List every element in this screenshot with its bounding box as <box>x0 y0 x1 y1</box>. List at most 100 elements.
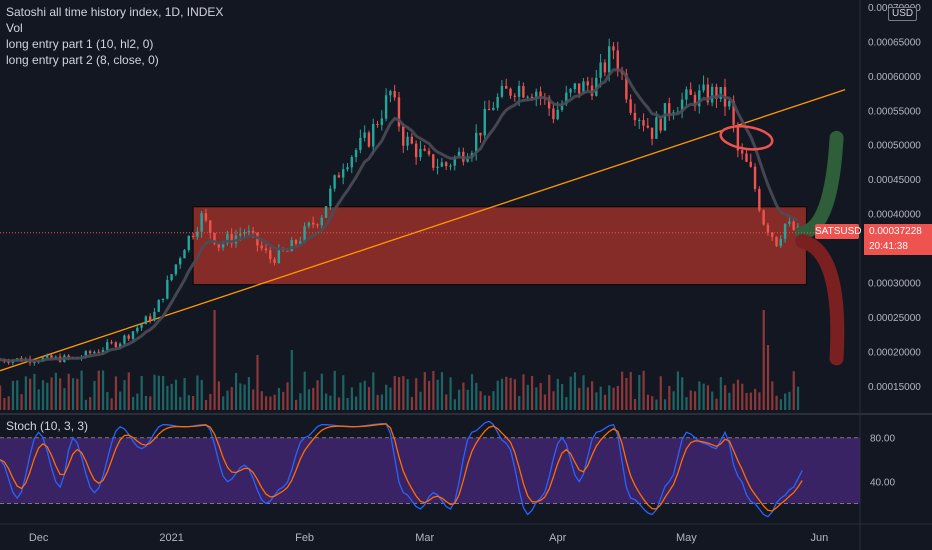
price-axis: 0.00015000 0.00020000 0.00025000 0.00030000… <box>868 3 921 393</box>
candle-body <box>483 108 486 136</box>
volume-bar <box>728 392 731 410</box>
candle-body <box>715 86 718 99</box>
volume-bar <box>642 370 645 410</box>
candle-body <box>45 355 49 358</box>
volume-bar <box>715 398 718 410</box>
volume-bar <box>410 397 414 410</box>
volume-bar <box>41 380 45 410</box>
volume-bar <box>166 385 169 410</box>
candle-body <box>307 222 311 227</box>
stoch-k-line <box>0 420 803 518</box>
candle-body <box>680 99 684 112</box>
candle-body <box>633 112 637 121</box>
volume-bar <box>685 397 688 410</box>
candle-body <box>436 166 439 168</box>
candle-body <box>771 232 774 237</box>
candle-body <box>500 85 504 97</box>
candle-body <box>123 335 126 344</box>
candle-body <box>354 150 358 158</box>
volume-bar <box>655 399 658 410</box>
volume-bar <box>385 384 388 410</box>
candle-body <box>419 148 422 158</box>
symbol-tag: SATSUSD <box>815 224 862 239</box>
candle-body <box>251 231 255 233</box>
volume-bar <box>54 372 57 410</box>
volume-bar <box>796 386 800 410</box>
candle-body <box>577 83 581 94</box>
volume-bar <box>526 384 529 410</box>
currency-badge[interactable]: USD <box>888 7 918 21</box>
support-zone <box>192 206 808 286</box>
candle-body <box>517 86 521 97</box>
candle-body <box>226 233 229 244</box>
volume-bar <box>149 396 152 410</box>
volume-bar <box>608 385 611 410</box>
volume-bar <box>140 376 143 410</box>
candle-body <box>359 137 362 151</box>
volume-bar <box>264 396 268 410</box>
candle-body <box>204 213 208 221</box>
candle-body <box>745 153 748 162</box>
volume-bar <box>548 374 551 410</box>
volume-bar <box>582 375 585 410</box>
candle-body <box>547 97 551 109</box>
chart-title: Satoshi all time history index, 1D, INDE… <box>6 5 224 19</box>
candle-body <box>788 221 791 224</box>
volume-bar <box>475 382 478 410</box>
candle-body <box>607 46 611 73</box>
volume-bar <box>569 376 572 410</box>
legend-volume: Vol <box>6 21 23 35</box>
last-price-value: 0.00037228 <box>869 226 922 237</box>
candle-body <box>736 124 740 151</box>
candle-body <box>187 235 190 250</box>
volume-bar <box>470 374 474 410</box>
volume-bar <box>552 391 555 410</box>
candle-body <box>732 100 735 125</box>
volume-bar <box>346 397 349 410</box>
candle-body <box>264 248 268 251</box>
volume-bar <box>380 394 384 410</box>
candle-body <box>97 351 100 353</box>
volume-bar <box>363 380 366 410</box>
volume-bar <box>706 385 710 410</box>
candle-body <box>157 300 160 312</box>
candle-body <box>329 188 332 207</box>
volume-bar <box>741 383 744 410</box>
time-tick-label: Apr <box>549 532 566 544</box>
candle-body <box>7 361 10 363</box>
volume-bar <box>668 385 671 410</box>
volume-bar <box>187 395 190 410</box>
volume-bar <box>458 389 461 410</box>
candle-body <box>320 217 323 226</box>
candle-body <box>299 241 302 244</box>
candle-body <box>101 349 105 352</box>
candle-body <box>410 136 414 144</box>
candle-body <box>50 355 53 359</box>
moving-average-line <box>0 68 799 363</box>
volume-bar <box>299 393 302 410</box>
volume-bar <box>93 380 96 410</box>
candle-body <box>196 231 199 237</box>
price-tick-label: 0.00015000 <box>868 382 921 393</box>
candle-body <box>316 224 319 226</box>
candle-body <box>513 95 516 97</box>
time-tick-label: May <box>676 532 697 544</box>
candle-body <box>444 162 448 167</box>
candle-body <box>397 97 401 127</box>
candle-body <box>333 175 336 189</box>
volume-bar <box>736 379 740 410</box>
volume-bar <box>355 396 358 410</box>
volume-bar <box>29 378 32 410</box>
candle-body <box>183 249 186 259</box>
candle-body <box>337 175 341 178</box>
volume-bar <box>681 377 684 410</box>
candle-body <box>127 335 130 339</box>
candle-body <box>217 244 220 248</box>
candles <box>0 38 800 366</box>
volume-bar <box>144 395 148 410</box>
volume-bar <box>389 387 392 410</box>
price-tick-label: 0.00020000 <box>868 347 921 358</box>
volume-bar <box>350 387 353 410</box>
candle-body <box>612 46 615 51</box>
